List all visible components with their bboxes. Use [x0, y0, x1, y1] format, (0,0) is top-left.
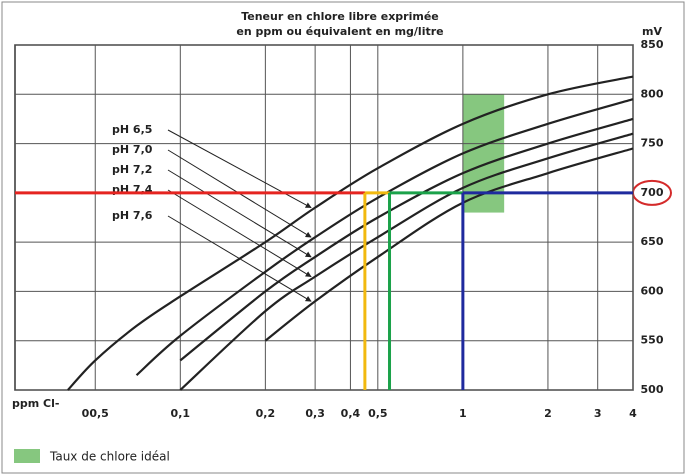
x-tick-label: 4: [629, 407, 637, 420]
y-tick-label: 500: [641, 383, 664, 396]
x-tick-label: 0,5: [368, 407, 388, 420]
y-tick-label: 650: [641, 235, 664, 248]
leader-line: [167, 189, 312, 278]
x-axis-label: ppm Cl-: [12, 397, 59, 410]
x-tick-label: 0,4: [341, 407, 361, 420]
chart-subtitle: en ppm ou équivalent en mg/litre: [236, 25, 443, 38]
y-tick-label: 550: [641, 334, 664, 347]
curve-label: pH 7,0: [112, 143, 153, 156]
leader-line: [167, 129, 312, 209]
legend-label: Taux de chlore idéal: [49, 450, 170, 464]
y-tick-label: 850: [641, 38, 664, 51]
legend-swatch: [14, 449, 40, 463]
x-tick-label: 0,3: [305, 407, 325, 420]
x-tick-label: 2: [544, 407, 552, 420]
y-tick-label: 800: [641, 87, 664, 100]
x-tick-label: 1: [459, 407, 467, 420]
ph-curve: [264, 147, 634, 342]
y-axis-label: mV: [642, 25, 662, 38]
ph-curve: [135, 98, 634, 377]
y-tick-label: 750: [641, 137, 664, 150]
ph-curve: [67, 75, 634, 391]
y-tick-label: 600: [641, 284, 664, 297]
curve-label: pH 7,6: [112, 209, 153, 222]
curve-label: pH 6,5: [112, 123, 152, 136]
leader-line: [167, 169, 312, 258]
ph-curve: [179, 117, 634, 362]
curve-label: pH 7,2: [112, 163, 152, 176]
ph-curve: [179, 132, 634, 391]
x-tick-label: 0,1: [171, 407, 191, 420]
x-tick-label: 0,2: [256, 407, 276, 420]
y-tick-label: 700: [641, 186, 664, 199]
x-tick-label: 3: [594, 407, 602, 420]
x-tick-label: 00,5: [82, 407, 109, 420]
chart-title: Teneur en chlore libre exprimée: [241, 10, 439, 23]
leader-line: [167, 215, 312, 302]
